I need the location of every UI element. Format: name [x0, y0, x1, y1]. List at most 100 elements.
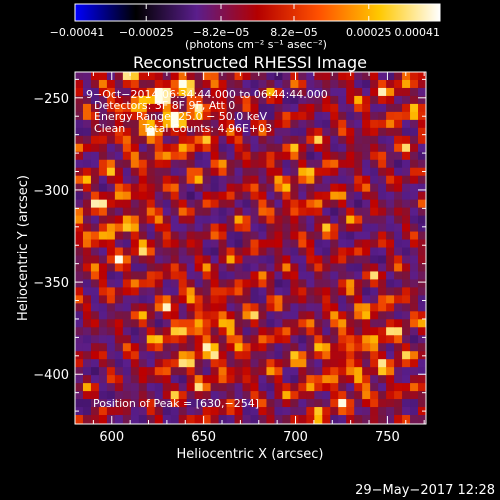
- heatmap-cell: [114, 231, 124, 241]
- heatmap-cell: [98, 191, 108, 201]
- heatmap-cell: [378, 151, 387, 161]
- heatmap-cell: [75, 271, 84, 281]
- heatmap-cell: [194, 335, 204, 344]
- heatmap-cell: [410, 119, 419, 129]
- heatmap-cell: [306, 327, 315, 336]
- heatmap-cell: [378, 183, 387, 193]
- heatmap-cell: [234, 247, 244, 257]
- heatmap-cell: [114, 191, 124, 201]
- heatmap-cell: [386, 103, 395, 113]
- heatmap-cell: [402, 79, 411, 89]
- heatmap-cell: [154, 407, 164, 416]
- heatmap-cell: [258, 95, 268, 105]
- heatmap-cell: [75, 391, 84, 400]
- heatmap-cell: [75, 119, 84, 129]
- heatmap-cell: [162, 127, 172, 137]
- heatmap-cell: [338, 95, 347, 105]
- heatmap-cell: [178, 255, 188, 265]
- heatmap-cell: [394, 359, 403, 368]
- heatmap-cell: [75, 175, 84, 185]
- heatmap-cell: [354, 167, 363, 177]
- heatmap-cell: [362, 255, 371, 265]
- heatmap-cell: [258, 263, 268, 273]
- heatmap-cell: [234, 199, 244, 209]
- heatmap-cell: [410, 415, 419, 424]
- heatmap-cell: [130, 279, 140, 288]
- heatmap-cell: [170, 407, 180, 416]
- heatmap-cell: [314, 303, 323, 312]
- heatmap-cell: [274, 367, 284, 376]
- heatmap-cell: [290, 175, 299, 185]
- heatmap-cell: [202, 295, 212, 304]
- heatmap-cell: [418, 151, 426, 161]
- heatmap-cell: [178, 199, 188, 209]
- heatmap-cell: [378, 375, 387, 384]
- heatmap-cell: [370, 103, 379, 113]
- heatmap-cell: [186, 407, 196, 416]
- heatmap-cell: [90, 327, 100, 336]
- heatmap-cell: [122, 383, 132, 392]
- heatmap-cell: [338, 335, 347, 344]
- heatmap-cell: [370, 239, 379, 249]
- heatmap-cell: [314, 111, 323, 121]
- heatmap-cell: [266, 399, 276, 408]
- heatmap-cell: [82, 327, 92, 336]
- heatmap-cell: [370, 311, 379, 320]
- heatmap-cell: [226, 367, 236, 376]
- heatmap-cell: [82, 415, 92, 424]
- heatmap-cell: [154, 215, 164, 225]
- heatmap-cell: [290, 159, 299, 169]
- heatmap-cell: [138, 343, 148, 352]
- heatmap-cell: [146, 183, 156, 193]
- heatmap-cell: [114, 159, 124, 169]
- heatmap-cell: [226, 287, 236, 296]
- heatmap-cell: [282, 311, 291, 320]
- heatmap-cell: [346, 311, 355, 320]
- heatmap-cell: [90, 255, 100, 265]
- heatmap-cell: [410, 279, 419, 288]
- heatmap-cell: [370, 87, 379, 97]
- heatmap-cell: [418, 375, 426, 384]
- heatmap-cell: [90, 303, 100, 312]
- heatmap-cell: [338, 351, 347, 360]
- heatmap-cell: [170, 391, 180, 400]
- heatmap-cell: [346, 319, 355, 328]
- heatmap-cell: [130, 327, 140, 336]
- heatmap-cell: [234, 255, 244, 265]
- heatmap-cell: [346, 279, 355, 288]
- heatmap-cell: [154, 271, 164, 281]
- heatmap-cell: [418, 143, 426, 153]
- heatmap-cell: [418, 415, 426, 424]
- heatmap-cell: [314, 87, 323, 97]
- heatmap-cell: [282, 303, 291, 312]
- heatmap-cell: [314, 247, 323, 257]
- heatmap-cell: [322, 207, 331, 217]
- heatmap-cell: [194, 303, 204, 312]
- heatmap-cell: [82, 319, 92, 328]
- heatmap-cell: [402, 231, 411, 241]
- heatmap-cell: [130, 175, 140, 185]
- heatmap-cell: [386, 72, 395, 81]
- heatmap-cell: [354, 279, 363, 288]
- heatmap-cell: [418, 87, 426, 97]
- heatmap-cell: [394, 111, 403, 121]
- heatmap-cell: [330, 247, 339, 257]
- heatmap-cell: [386, 175, 395, 185]
- heatmap-cell: [114, 351, 124, 360]
- heatmap-cell: [370, 183, 379, 193]
- heatmap-cell: [346, 183, 355, 193]
- annotation-detectors: Detectors: 3F 8F 9F, Att 0: [94, 99, 235, 112]
- heatmap-cell: [338, 119, 347, 129]
- heatmap-cell: [362, 415, 371, 424]
- heatmap-cell: [242, 375, 252, 384]
- heatmap-cell: [346, 287, 355, 296]
- heatmap-cell: [90, 79, 100, 89]
- heatmap-cell: [250, 215, 260, 225]
- heatmap-cell: [178, 183, 188, 193]
- heatmap-cell: [75, 255, 84, 265]
- heatmap-cell: [378, 351, 387, 360]
- heatmap-cell: [274, 87, 284, 97]
- heatmap-cell: [386, 111, 395, 121]
- heatmap-cell: [418, 159, 426, 169]
- heatmap-cell: [282, 151, 291, 161]
